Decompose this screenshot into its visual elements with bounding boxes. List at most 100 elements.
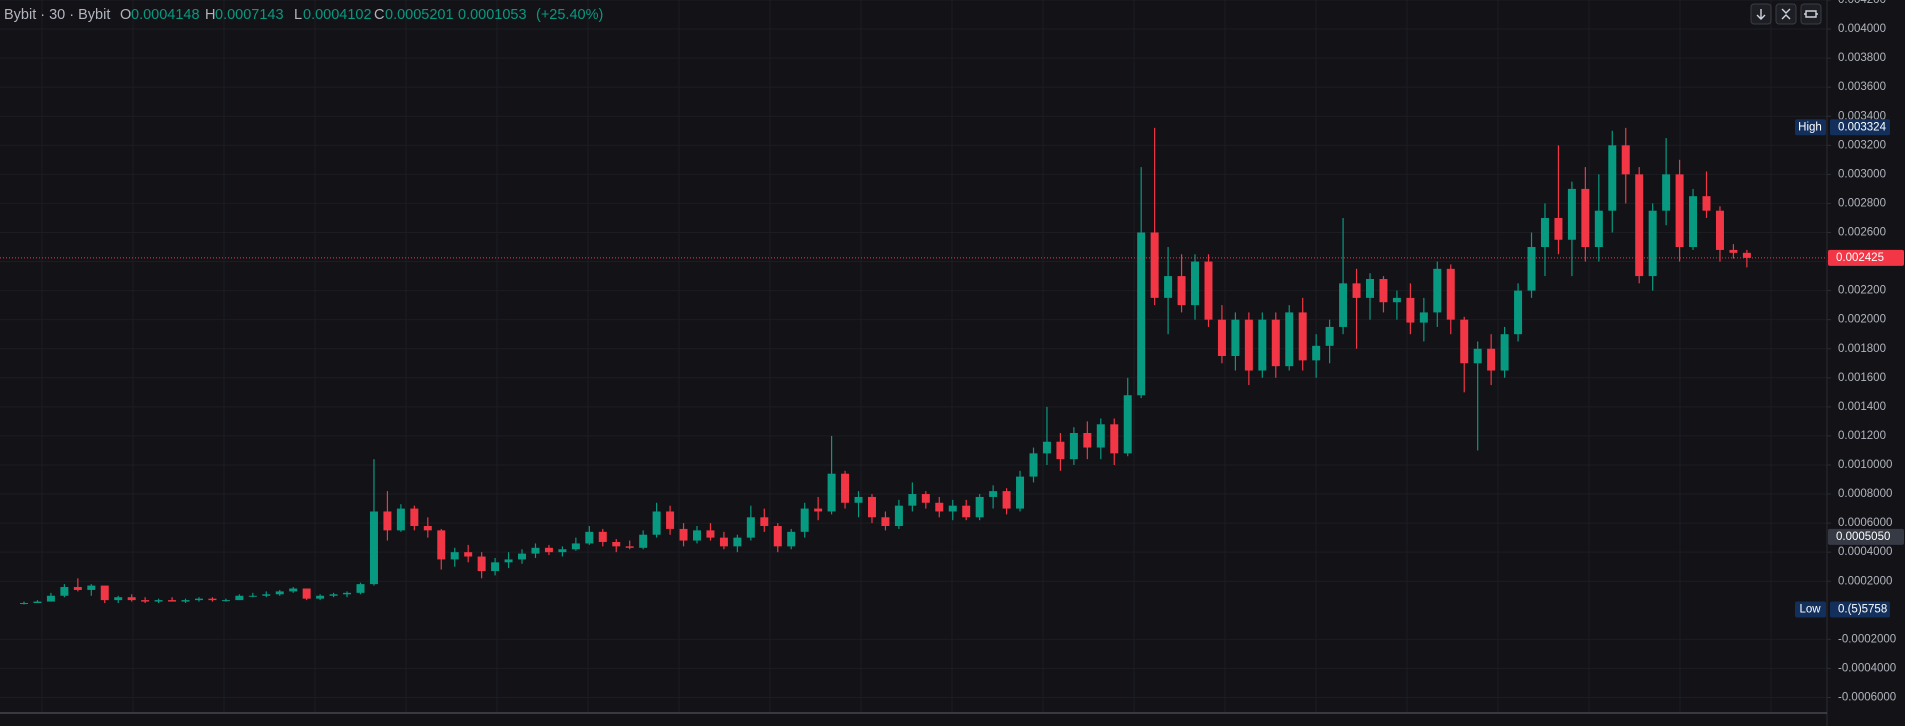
candle-body [1231, 319, 1240, 356]
candle-body [1487, 348, 1496, 371]
candle-body [935, 502, 944, 512]
high-value: 0.0007143 [215, 7, 284, 23]
candle-body [248, 595, 257, 597]
candle-body [46, 595, 55, 602]
candle-body [20, 603, 28, 605]
candle-body [1083, 433, 1092, 448]
candle-body [881, 517, 890, 527]
price-marker-box [1828, 249, 1904, 266]
price-markers: 0.003324 High 0.002425 0.0005050 0.(5)5758 Lo… [0, 119, 1904, 618]
candle-body [1419, 312, 1428, 323]
price-marker-name-box [1795, 119, 1826, 136]
candle-body [1177, 276, 1186, 306]
candle-body [127, 597, 136, 601]
candle-body [612, 541, 621, 547]
y-tick-label: 0.002200 [1838, 285, 1886, 297]
candle-body [948, 505, 957, 512]
y-tick-label: -0.0004000 [1838, 662, 1896, 674]
candle-body [1567, 188, 1576, 240]
y-tick-label: 0.002000 [1838, 314, 1886, 326]
y-tick-label: 0.0004000 [1838, 546, 1892, 558]
price-marker-box [1830, 601, 1890, 618]
y-tick-label: -0.0006000 [1838, 692, 1896, 704]
candle-body [1164, 276, 1173, 298]
candle-body [1366, 278, 1374, 298]
plot [20, 127, 1751, 605]
candle-body [975, 496, 984, 518]
candle-body [1204, 261, 1213, 320]
candle-body [1742, 252, 1751, 258]
candle-body [867, 496, 876, 518]
y-tick-label: 0.0006000 [1838, 517, 1892, 529]
candle-body [87, 585, 96, 590]
y-tick-label: 0.003000 [1838, 168, 1886, 180]
y-tick-label: 0.003600 [1838, 81, 1886, 93]
candle-body [1433, 268, 1442, 313]
candle-body [60, 587, 69, 596]
candle-body [625, 546, 634, 548]
candle-body [221, 600, 230, 602]
candle-body [666, 511, 675, 529]
candle-body [693, 530, 701, 541]
candle-body [814, 508, 823, 512]
y-tick-label: 0.004200 [1838, 0, 1886, 6]
candle-body [477, 556, 486, 572]
candle-body [841, 473, 850, 503]
candle-body [652, 511, 661, 535]
price-marker-label: 0.0005050 [1836, 531, 1890, 543]
candle-body [1594, 210, 1603, 248]
candle-body [800, 508, 809, 532]
candle-body [639, 534, 648, 548]
y-tick-label: 0.0010000 [1838, 459, 1892, 471]
candle-body [356, 584, 365, 593]
y-tick-label: 0.004000 [1838, 23, 1886, 35]
candle-body [275, 591, 284, 595]
y-tick-label: 0.0002000 [1838, 575, 1892, 587]
candle-body [598, 531, 607, 542]
candle-body [1460, 319, 1469, 364]
y-tick-label: 0.002800 [1838, 197, 1886, 209]
candle-body [1581, 188, 1590, 248]
candle-body [773, 526, 782, 547]
candle-body [719, 537, 728, 547]
candle-body [141, 600, 150, 602]
candle-body [908, 494, 917, 506]
candle-body [706, 530, 715, 538]
candle-body [1621, 145, 1630, 175]
candle-body [423, 526, 432, 531]
y-tick-label: 0.0008000 [1838, 488, 1892, 500]
candle-body [1123, 395, 1132, 454]
candle-body [1662, 174, 1671, 211]
candle-body [1339, 283, 1348, 327]
price-marker-name: High [1798, 121, 1822, 133]
candle-body [491, 562, 500, 572]
candle-body [989, 491, 998, 497]
candle-body [733, 537, 742, 547]
candle-body [1689, 196, 1698, 248]
candle-body [760, 517, 769, 527]
y-tick-label: -0.0002000 [1838, 633, 1896, 645]
collapse-button[interactable] [1775, 3, 1797, 25]
candle-body [1258, 319, 1267, 371]
candle-body [1608, 145, 1617, 211]
candle-body [746, 517, 755, 538]
grid [0, 0, 1827, 712]
open-value: 0.0004148 [131, 7, 200, 23]
candle-body [1096, 424, 1105, 448]
close-key: C [374, 7, 384, 23]
candle-body [787, 531, 796, 547]
candle-body [1729, 249, 1738, 253]
reset-button[interactable] [1800, 3, 1822, 25]
candle-body [208, 598, 217, 601]
candle-body [1540, 217, 1549, 248]
candle-body [1150, 232, 1159, 298]
candle-body [1379, 278, 1388, 303]
scroll-button[interactable] [1750, 3, 1772, 25]
candle-body [73, 587, 82, 590]
candle-body [544, 547, 553, 553]
candle-body [343, 592, 352, 595]
price-marker-name-box [1795, 601, 1826, 618]
candle-body [100, 585, 109, 601]
candle-body [1473, 348, 1482, 364]
